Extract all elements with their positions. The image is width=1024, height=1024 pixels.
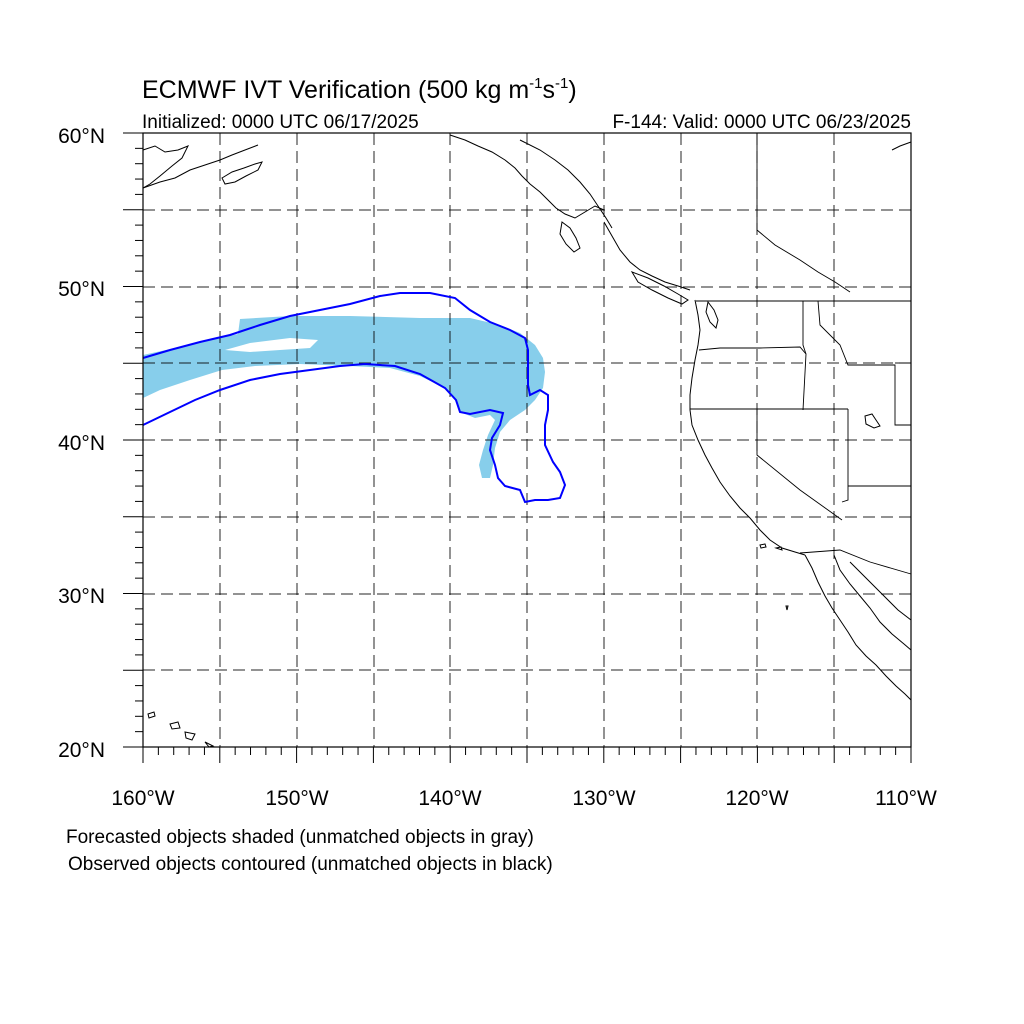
gulf-of-california-coast (833, 554, 912, 651)
x-axis-labels: 160°W 150°W 140°W 130°W 120°W 110°W (111, 787, 937, 810)
montana-idaho-border (817, 300, 911, 426)
puget-sound (705, 300, 719, 329)
x-tick-label-140w: 140°W (418, 787, 481, 810)
y-tick-label-40n: 40°N (58, 432, 105, 455)
idaho-west-border (802, 301, 807, 411)
x-tick-label-150w: 150°W (265, 787, 328, 810)
alaska-gulf-coast (449, 134, 605, 219)
forecast-object-gap (225, 338, 318, 352)
political-boundaries (690, 133, 912, 575)
hawaii-islands (147, 711, 215, 748)
caption-observed: Observed objects contoured (unmatched ob… (68, 854, 553, 875)
figure-title: ECMWF IVT Verification (500 kg m-1s-1) (142, 75, 577, 104)
x-tick-label-160w: 160°W (111, 787, 174, 810)
us-west-coast (689, 299, 806, 556)
coastlines (142, 134, 912, 748)
nevada-utah-border (841, 409, 849, 503)
y-tick-label-20n: 20°N (58, 739, 105, 762)
axis-ticks (123, 132, 912, 763)
alaska-peninsula-coast (142, 145, 190, 189)
baja-california-coast (804, 554, 912, 701)
y-tick-label-30n: 30°N (58, 585, 105, 608)
initialized-label: Initialized: 0000 UTC 06/17/2025 (142, 112, 419, 133)
x-tick-label-120w: 120°W (725, 787, 788, 810)
california-nevada-border (756, 409, 843, 521)
great-salt-lake (864, 413, 881, 429)
caption-forecast: Forecasted objects shaded (unmatched obj… (66, 827, 534, 848)
y-axis-labels: 60°N 50°N 40°N 30°N 20°N (58, 125, 105, 762)
valid-label: F-144: Valid: 0000 UTC 06/23/2025 (612, 112, 911, 133)
vancouver-island (630, 271, 689, 305)
bc-coast (603, 221, 691, 291)
map-panel (123, 132, 912, 763)
x-tick-label-130w: 130°W (572, 787, 635, 810)
alaska-canada-border (756, 133, 851, 293)
alaska-coast-fragment (142, 144, 259, 189)
y-tick-label-60n: 60°N (58, 125, 105, 148)
forecast-object-shading (143, 316, 545, 478)
canada-interior-coast (891, 141, 912, 151)
haida-gwaii (559, 221, 581, 253)
mexico-mainland-coast (849, 561, 912, 621)
southeast-alaska-coast (519, 139, 613, 229)
channel-islands (759, 543, 789, 611)
washington-oregon-border (698, 346, 807, 355)
y-tick-label-50n: 50°N (58, 278, 105, 301)
kodiak-island (221, 161, 263, 185)
observed-object-contour (142, 292, 567, 504)
us-mexico-border (799, 549, 912, 575)
x-tick-label-110w: 110°W (875, 787, 937, 810)
